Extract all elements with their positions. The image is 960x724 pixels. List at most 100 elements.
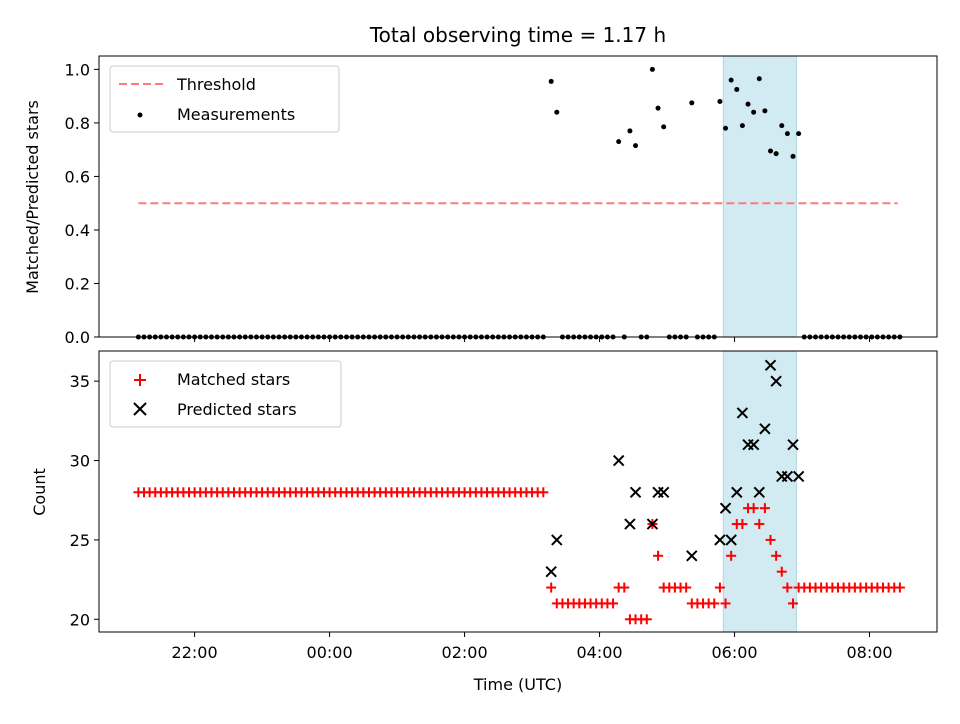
- matched-star-point: [714, 582, 725, 593]
- measurement-point: [790, 153, 796, 159]
- predicted-stars-layer: [545, 359, 805, 578]
- bottom-legend-box: [109, 360, 342, 428]
- measurement-point: [762, 108, 768, 114]
- legend-predicted-swatch: [133, 402, 147, 416]
- matched-star-point: [894, 582, 905, 593]
- predicted-star-b: [770, 375, 782, 387]
- matched-star-point: [765, 534, 776, 545]
- predicted-star-b: [725, 534, 737, 546]
- measurement-point: [751, 109, 757, 115]
- bottom-x-tick-label: 08:00: [846, 643, 892, 662]
- predicted-star-point: [646, 518, 659, 530]
- measurement-point: [661, 124, 667, 130]
- legend-threshold-label: Threshold: [176, 75, 256, 94]
- predicted-star-point: [753, 486, 765, 499]
- matched-star-point: [788, 598, 799, 609]
- measurement-point: [745, 101, 751, 107]
- legend-measurements-swatch: [137, 112, 143, 118]
- top-x-ticks: [194, 337, 871, 342]
- bottom-x-tick-label: 02:00: [442, 643, 488, 662]
- matched-star-point: [619, 582, 630, 593]
- top-panel-frame: [98, 55, 938, 338]
- measurement-point: [768, 148, 774, 154]
- top-y-axis-label: Matched/Predicted stars: [23, 100, 42, 294]
- measurement-point: [739, 123, 745, 129]
- bottom-x-tick-label: 04:00: [576, 643, 622, 662]
- measurement-point: [728, 77, 734, 83]
- chart-title: Total observing time = 1.17 h: [369, 23, 666, 47]
- top-y-axis: 0.0 0.2 0.4 0.6 0.8 1.0: [65, 60, 99, 347]
- bottom-y-tick-label: 30: [70, 452, 90, 471]
- predicted-star-b: [714, 534, 726, 546]
- matched-star-point: [720, 598, 731, 609]
- predicted-star-b: [719, 502, 732, 514]
- top-panel: 0.0 0.2 0.4 0.6 0.8 1.0 Matched/Predicted sta…: [23, 55, 938, 347]
- matched-star-point: [709, 598, 720, 609]
- measurement-point: [723, 125, 729, 131]
- measurement-point: [655, 105, 661, 111]
- predicted-star-point: [759, 423, 771, 435]
- predicted-star-b: [787, 438, 799, 451]
- matched-star-point: [754, 519, 765, 530]
- bottom-x-tick-label: 00:00: [307, 643, 353, 662]
- legend-matched-swatch: [134, 374, 146, 386]
- predicted-star-point: [736, 407, 749, 419]
- x-axis-label: Time (UTC): [473, 675, 562, 694]
- predicted-star-point: [686, 550, 698, 562]
- predicted-star-b: [747, 438, 760, 451]
- predicted-star-b: [646, 518, 659, 530]
- predicted-star-point: [764, 359, 777, 371]
- top-y-tick-label: 0.6: [65, 167, 90, 186]
- predicted-star-point: [612, 454, 625, 467]
- measurement-point: [689, 100, 695, 106]
- measurement-point: [779, 123, 785, 129]
- predicted-star-point: [551, 534, 563, 546]
- predicted-star-b: [781, 470, 794, 483]
- bottom-x-tick-label: 06:00: [711, 643, 757, 662]
- matched-star-point: [546, 582, 557, 593]
- predicted-star-b: [759, 423, 771, 435]
- matched-star-point: [782, 582, 793, 593]
- top-y-tick-label: 0.8: [65, 114, 90, 133]
- matched-star-point: [608, 598, 619, 609]
- measurement-point: [627, 128, 633, 134]
- top-y-tick-label: 0.2: [65, 274, 90, 293]
- legend-measurements-label: Measurements: [177, 105, 295, 124]
- matched-stars-layer: [133, 487, 905, 625]
- legend-predicted-label: Predicted stars: [177, 400, 297, 419]
- bottom-x-tick-label: 22:00: [172, 643, 218, 662]
- predicted-star-b: [657, 486, 670, 499]
- predicted-star-b: [551, 534, 563, 546]
- predicted-star-b: [545, 565, 557, 578]
- top-highlight-layer: [722, 55, 797, 338]
- matched-star-point: [726, 550, 737, 561]
- bottom-y-tick-label: 35: [70, 372, 90, 391]
- highlight-span: [722, 55, 797, 338]
- matched-star-point: [737, 519, 748, 530]
- matched-star-point: [759, 503, 770, 514]
- matched-star-point: [538, 487, 549, 498]
- measurement-point: [633, 143, 639, 149]
- bottom-y-tick-label: 25: [70, 531, 90, 550]
- predicted-star-b: [753, 486, 765, 499]
- measurement-point: [548, 78, 554, 84]
- predicted-star-point: [714, 534, 726, 546]
- predicted-star-point: [731, 486, 743, 499]
- predicted-star-b: [792, 470, 805, 483]
- matched-star-point: [776, 566, 787, 577]
- predicted-star-point: [657, 486, 670, 499]
- legend-matched-label: Matched stars: [177, 370, 290, 389]
- predicted-star-point: [545, 565, 557, 578]
- top-legend: Threshold Measurements: [109, 65, 340, 133]
- predicted-star-b: [624, 518, 636, 530]
- top-y-tick-label: 1.0: [65, 60, 90, 79]
- measurement-point: [649, 66, 655, 72]
- bottom-panel-frame: [98, 350, 938, 633]
- predicted-star-b: [764, 359, 777, 371]
- predicted-star-b: [686, 550, 698, 562]
- measurement-point: [784, 131, 790, 137]
- matched-star-point: [748, 503, 759, 514]
- predicted-star-point: [725, 534, 737, 546]
- matched-star-point: [681, 582, 692, 593]
